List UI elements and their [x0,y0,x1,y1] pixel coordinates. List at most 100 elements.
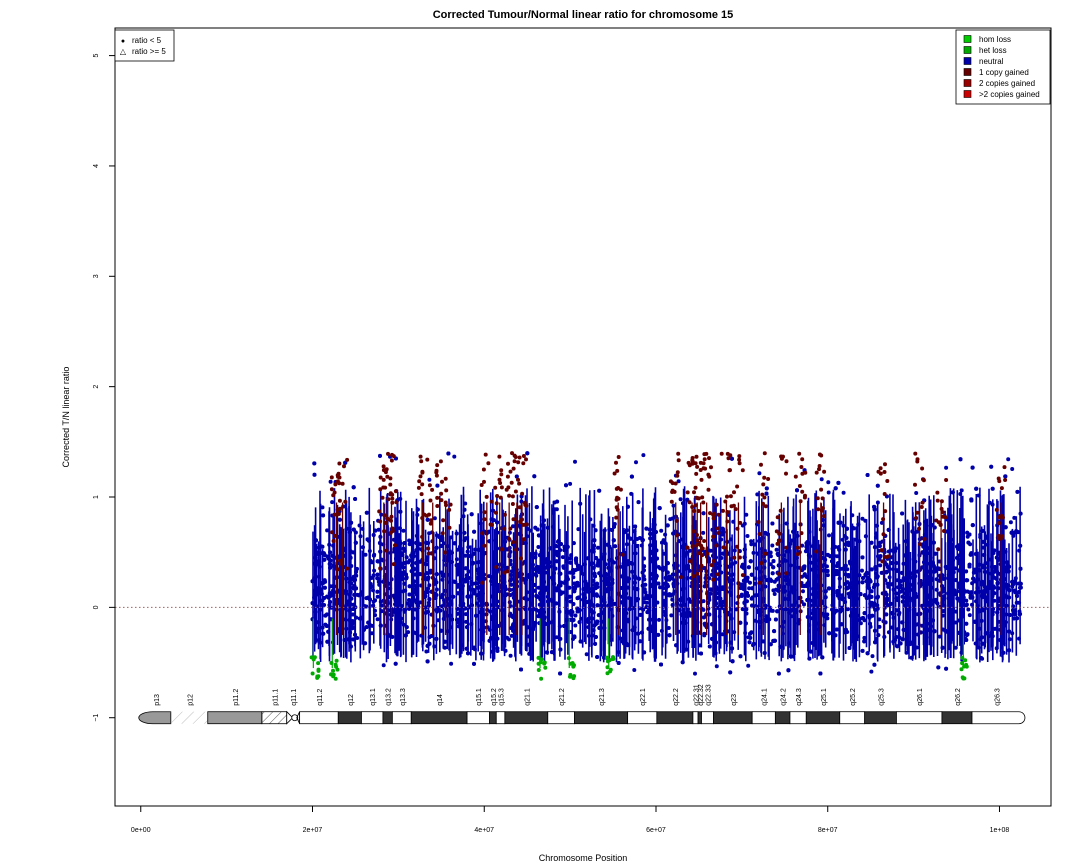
point-neutral [746,565,751,570]
point-neutral [769,608,774,613]
point-neutral [324,624,329,628]
point-neutral [376,527,381,532]
point-neutral [770,543,775,548]
point-neutral [875,483,880,488]
point-neutral [424,649,429,654]
point-neutral [827,533,831,538]
point-neutral [859,616,864,621]
point-neutral [320,505,325,510]
point-neutral [769,578,774,583]
point-neutral [841,490,846,495]
point-neutral [944,465,949,470]
point-neutral [644,600,649,605]
point-neutral [992,565,997,569]
point-neutral [807,656,812,661]
point-neutral [375,576,380,581]
point-neutral [879,520,884,525]
point-neutral [575,596,580,601]
point-neutral [970,523,975,528]
point-neutral [970,465,975,470]
point-neutral [325,528,330,533]
point-neutral [749,596,754,601]
point-neutral [746,663,751,668]
point-neutral [749,539,754,544]
point-neutral [667,633,672,638]
point-neutral [801,589,805,594]
point-neutral [885,565,890,569]
point-neutral [967,562,972,567]
point-neutral [572,635,577,640]
point-neutral [554,507,559,512]
point-neutral [774,547,779,552]
point-neutral [519,667,523,672]
point-neutral [595,563,600,568]
point-neutral [878,563,883,568]
point-neutral [656,632,661,637]
point-neutral [818,671,823,676]
point-neutral [701,511,706,516]
point-neutral [747,640,752,645]
point-neutral [770,521,775,526]
point-neutral [350,612,355,617]
point-neutral [827,631,832,636]
point-neutral [375,572,380,577]
point-neutral [594,592,599,597]
point-neutral [826,480,831,485]
point-neutral [511,524,515,529]
point-neutral [748,559,753,564]
point-neutral [435,483,440,488]
point-neutral [870,654,875,659]
point-neutral [879,570,884,575]
point-neutral [643,590,648,595]
point-neutral [747,586,752,591]
point-neutral [860,568,864,573]
point-neutral [936,665,941,670]
point-neutral [427,477,432,482]
point-neutral [613,544,618,549]
point-neutral [748,580,752,585]
point-neutral [800,568,805,573]
point-neutral [825,573,830,578]
point-neutral [364,510,369,515]
point-neutral [990,486,995,491]
point-neutral [658,585,662,590]
point-neutral [534,505,539,510]
point-neutral [574,556,579,561]
point-neutral [834,627,839,632]
point-neutral [860,516,865,521]
point-neutral [775,609,780,614]
point-neutral [573,613,578,618]
point-neutral [861,576,865,580]
point-neutral [375,617,380,622]
point-neutral [746,593,750,598]
point-neutral [378,453,382,458]
data-points [115,451,1051,681]
point-neutral [406,630,411,635]
point-neutral [835,554,840,559]
point-neutral [803,583,808,588]
point-neutral [739,593,744,598]
point-neutral [885,603,890,608]
point-neutral [636,500,641,505]
point-neutral [702,621,707,626]
point-neutral [708,548,713,553]
point-neutral [407,598,412,602]
point-neutral [748,635,753,640]
point-neutral [507,530,512,535]
point-neutral [595,581,599,586]
point-neutral [638,612,643,617]
point-neutral [671,503,676,508]
point-neutral [865,651,870,656]
point-neutral [969,498,974,503]
point-neutral [536,545,541,549]
point-neutral [819,477,824,482]
point-neutral [328,479,333,484]
point-neutral [885,596,890,601]
point-neutral [702,615,706,620]
point-neutral [573,623,578,628]
point-neutral [564,483,568,488]
point-neutral [1006,457,1011,462]
point-neutral [666,626,671,630]
point-neutral [659,528,664,533]
